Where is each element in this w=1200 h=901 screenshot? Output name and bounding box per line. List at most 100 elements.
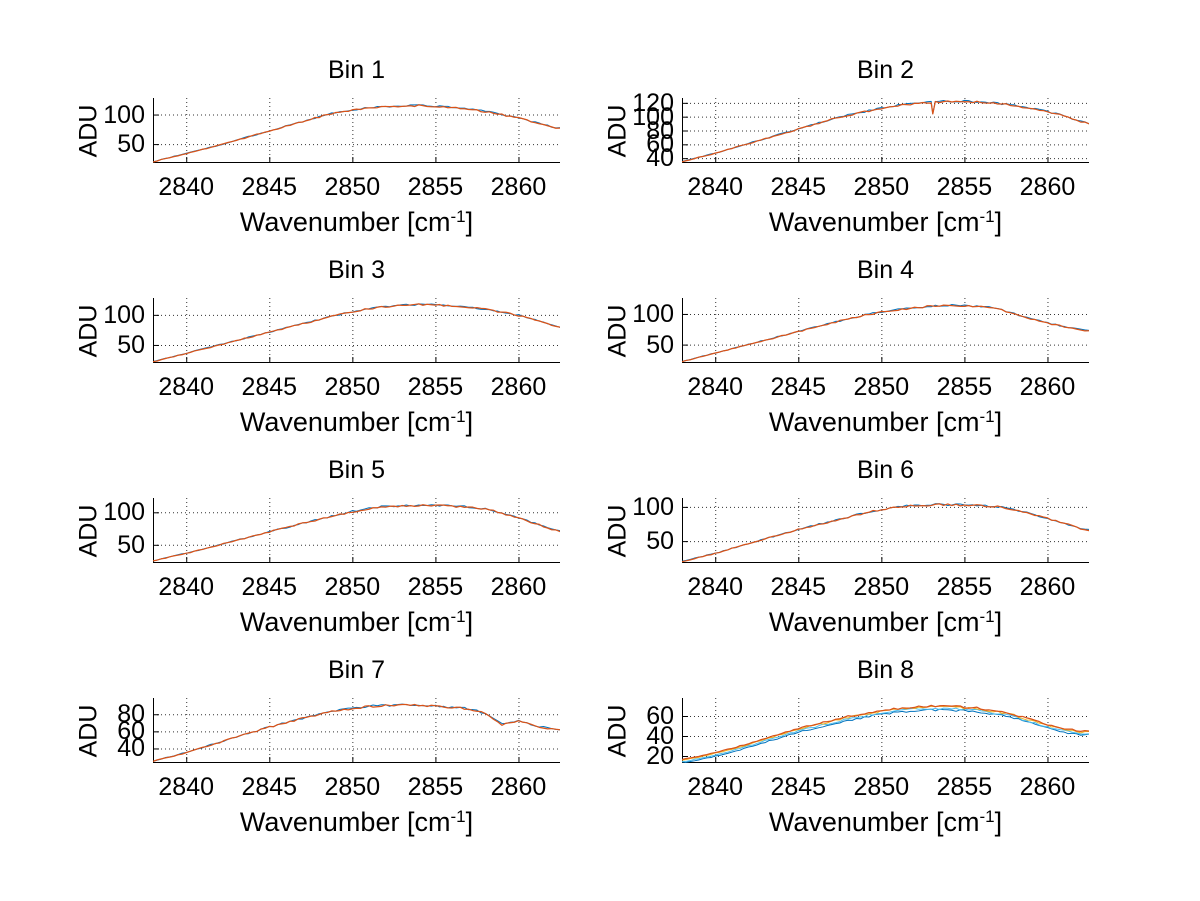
x-tick-label: 2860	[490, 173, 547, 201]
y-tick-label: 60	[117, 717, 145, 746]
x-tick-label: 2860	[1019, 173, 1076, 201]
x-axis-label-end: ]	[465, 407, 474, 437]
x-tick-label: 2845	[770, 573, 827, 601]
y-tick-label: 100	[632, 299, 674, 328]
x-tick-label: 2845	[241, 573, 298, 601]
x-axis-label-sup: -1	[979, 207, 995, 226]
y-tick-label: 50	[117, 330, 145, 359]
plot-area-bin-7	[153, 698, 560, 763]
x-tick-label: 2860	[1019, 573, 1076, 601]
run-orange-line	[153, 104, 560, 163]
x-tick-label: 2855	[407, 173, 464, 201]
x-axis-label-end: ]	[465, 807, 474, 837]
y-tick-label: 100	[632, 102, 674, 131]
x-tick-label: 2840	[158, 573, 215, 601]
run-blue-line	[682, 708, 1089, 763]
y-tick-label: 60	[646, 702, 674, 730]
subplot-title: Bin 6	[857, 456, 914, 484]
y-tick-label: 40	[646, 722, 674, 750]
run-yellow-line	[682, 705, 1089, 761]
plot-area-bin-5	[153, 498, 560, 563]
x-tick-label: 2840	[158, 173, 215, 201]
x-axis-label-main: Wavenumber [cm	[768, 807, 980, 837]
x-tick-label: 2845	[241, 373, 298, 401]
y-tick-label: 40	[646, 144, 674, 173]
y-tick-label: 50	[117, 130, 145, 159]
run-blue-line	[682, 99, 1089, 162]
y-tick-label: 60	[646, 130, 674, 159]
y-tick-label: 80	[117, 700, 145, 729]
x-axis-label-sup: -1	[450, 407, 466, 426]
x-tick-label: 2840	[687, 773, 744, 801]
subplot-title: Bin 3	[328, 256, 385, 284]
subplot-title: Bin 2	[857, 56, 914, 84]
x-tick-label: 2860	[1019, 773, 1076, 801]
x-tick-label: 2855	[407, 373, 464, 401]
x-tick-label: 2850	[324, 773, 381, 801]
run-orange-line	[153, 504, 560, 562]
y-tick-label: 100	[632, 492, 674, 521]
run-orange-line	[153, 303, 560, 363]
x-tick-label: 2850	[853, 773, 910, 801]
subplot-title: Bin 5	[328, 456, 385, 484]
y-tick-label: 80	[646, 116, 674, 145]
x-axis-label-end: ]	[465, 207, 474, 237]
y-tick-label: 120	[632, 88, 674, 117]
plot-area-bin-3	[153, 298, 560, 363]
x-tick-label: 2850	[853, 573, 910, 601]
x-axis-label: Wavenumber [cm-1]	[153, 607, 560, 638]
x-axis-label-main: Wavenumber [cm	[239, 207, 451, 237]
x-axis-label-end: ]	[994, 207, 1003, 237]
run-orange-line	[682, 100, 1089, 163]
x-axis-label-main: Wavenumber [cm	[768, 607, 980, 637]
x-tick-label: 2855	[936, 373, 993, 401]
y-tick-label: 100	[103, 498, 145, 527]
plot-area-bin-8	[682, 698, 1089, 763]
x-tick-label: 2855	[936, 773, 993, 801]
x-axis-label-main: Wavenumber [cm	[239, 607, 451, 637]
subplot-title: Bin 8	[857, 656, 914, 684]
x-axis-label-sup: -1	[450, 607, 466, 626]
x-axis-label-main: Wavenumber [cm	[768, 407, 980, 437]
run-orange-line	[682, 503, 1089, 563]
x-tick-label: 2840	[158, 373, 215, 401]
x-tick-label: 2845	[770, 373, 827, 401]
subplot-title: Bin 7	[328, 656, 385, 684]
x-tick-label: 2840	[158, 773, 215, 801]
x-axis-label-sup: -1	[450, 807, 466, 826]
x-tick-label: 2850	[324, 573, 381, 601]
plot-area-bin-6	[682, 498, 1089, 563]
run-blue-line	[153, 703, 560, 762]
run-cyan-line	[682, 707, 1089, 763]
x-tick-label: 2850	[853, 173, 910, 201]
x-axis-label-main: Wavenumber [cm	[239, 407, 451, 437]
y-tick-label: 100	[103, 300, 145, 329]
run-orange-line	[682, 304, 1089, 363]
x-axis-label: Wavenumber [cm-1]	[682, 207, 1089, 238]
x-tick-label: 2860	[490, 773, 547, 801]
x-axis-label-main: Wavenumber [cm	[768, 207, 980, 237]
y-tick-label: 50	[117, 530, 145, 559]
x-tick-label: 2855	[407, 773, 464, 801]
run-orange-line	[682, 704, 1089, 761]
x-axis-label-sup: -1	[979, 407, 995, 426]
x-tick-label: 2840	[687, 573, 744, 601]
plot-area-bin-2	[682, 98, 1089, 163]
x-tick-label: 2845	[770, 773, 827, 801]
x-tick-label: 2845	[241, 173, 298, 201]
y-tick-label: 50	[646, 527, 674, 556]
x-tick-label: 2845	[241, 773, 298, 801]
y-tick-label: 20	[646, 742, 674, 770]
run-orange-line	[153, 703, 560, 763]
run-blue-line	[153, 104, 560, 163]
x-tick-label: 2860	[490, 573, 547, 601]
x-axis-label: Wavenumber [cm-1]	[153, 807, 560, 838]
x-axis-label-sup: -1	[979, 607, 995, 626]
x-tick-label: 2840	[687, 373, 744, 401]
x-axis-label-main: Wavenumber [cm	[239, 807, 451, 837]
subplot-title: Bin 4	[857, 256, 914, 284]
x-tick-label: 2855	[936, 573, 993, 601]
x-axis-label-end: ]	[994, 807, 1003, 837]
x-tick-label: 2855	[407, 573, 464, 601]
